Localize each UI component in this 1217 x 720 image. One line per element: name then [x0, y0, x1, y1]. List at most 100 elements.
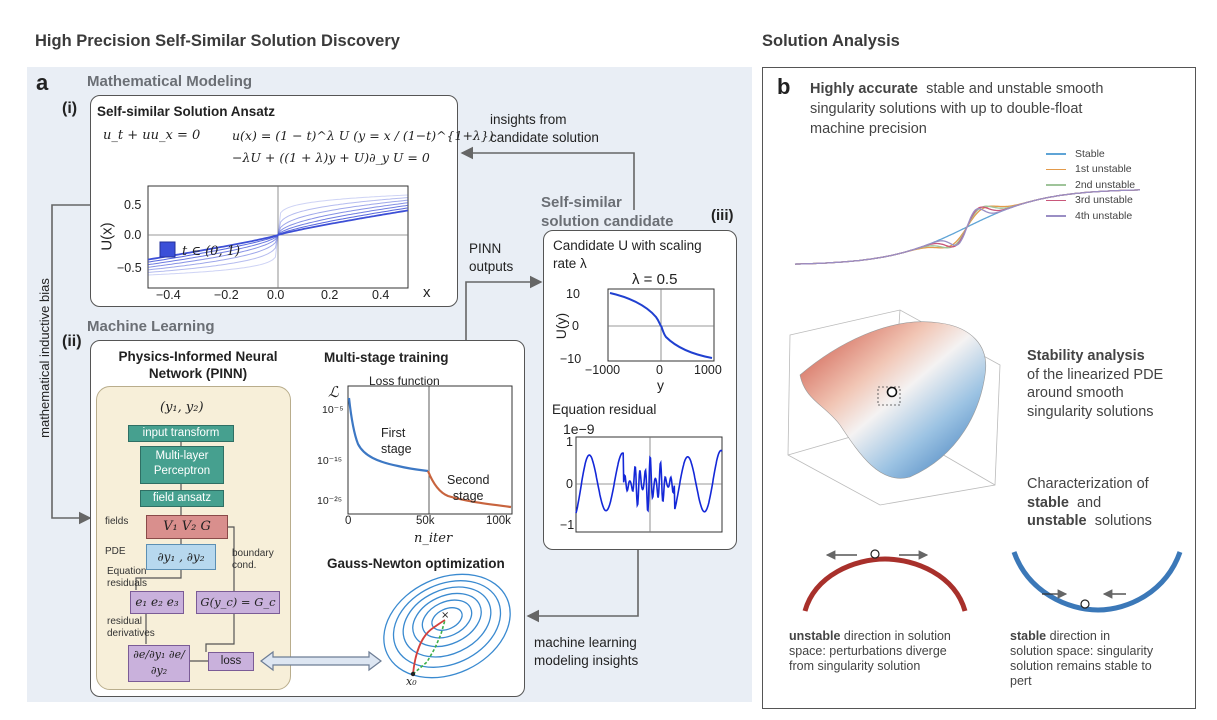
mlp-line1: Multi-layer — [155, 450, 209, 462]
loss-xtick-0: 0 — [345, 515, 352, 527]
stability-surface — [787, 309, 1001, 506]
residual-title: Equation residual — [552, 402, 657, 417]
legend-swatch — [1046, 215, 1066, 217]
stability-text: Stability analysis of the linearized PDE… — [1027, 347, 1163, 421]
fields-block: V₁ V₂ G — [146, 515, 228, 539]
loss-ytick-0: 10⁻⁵ — [322, 404, 344, 416]
first-stage-label: First stage — [381, 425, 412, 457]
candidate-plot — [607, 288, 715, 362]
solution-legend: Stable 1st unstable 2nd unstable 3rd unstab… — [1046, 146, 1135, 224]
unstable-diagram — [802, 549, 968, 612]
box-i-label: (i) — [62, 100, 78, 117]
legend-swatch — [1046, 184, 1066, 186]
ansatz-xtick-3: 0.2 — [321, 288, 339, 302]
loss-function-label: Loss function — [369, 374, 440, 388]
first-stage-line1: First — [381, 426, 406, 440]
insights-from-line2: candidate solution — [490, 130, 599, 145]
char-and: and — [1076, 494, 1102, 511]
candidate-section-line1: Self-similar — [541, 194, 622, 211]
candidate-ylabel: U(y) — [553, 312, 570, 340]
ansatz-ylabel: U(x) — [98, 222, 116, 251]
eq-residuals-label: Equation residuals — [107, 566, 147, 590]
boundary-line2: cond. — [232, 560, 257, 571]
legend-label: 2nd unstable — [1075, 178, 1136, 191]
candidate-ytick-1: 0 — [572, 319, 579, 333]
unstable-caption-line1: unstable direction in solution — [789, 629, 951, 644]
char-line1: Characterization of — [1027, 476, 1149, 492]
legend-entry: 3rd unstable — [1046, 193, 1135, 209]
loss-block: loss — [208, 652, 254, 671]
loss-xtick-2: 100k — [486, 515, 511, 527]
residual-ytick-0: 1 — [566, 435, 573, 449]
derivs-block: ∂e/∂y₁ ∂e/∂y₂ — [128, 645, 190, 682]
stable-caption-line1: stable direction in — [1010, 629, 1153, 644]
residual-plot — [575, 436, 723, 533]
legend-label: 4th unstable — [1075, 209, 1133, 222]
residual-derivs-line2: derivatives — [107, 628, 155, 639]
pde-block: ∂y₁ , ∂y₂ — [146, 544, 216, 570]
boundary-line1: boundary — [232, 548, 274, 559]
ansatz-title: Self-similar Solution Ansatz — [97, 104, 276, 119]
solution-curves-plot — [794, 189, 1140, 265]
stability-line2: around smooth — [1027, 385, 1124, 401]
legend-swatch — [1046, 168, 1066, 170]
char-solutions: solutions — [1094, 513, 1152, 529]
ansatz-xtick-1: −0.2 — [214, 288, 239, 302]
candidate-section-title: Self-similar solution candidate — [541, 193, 674, 231]
solution-curve — [794, 189, 1140, 265]
stable-caption-line3: solution remains stable to — [1010, 659, 1152, 673]
char-stable: stable — [1027, 494, 1069, 511]
header-right: Solution Analysis — [762, 32, 900, 50]
stable-diagram — [1011, 551, 1183, 613]
gn-title: Gauss-Newton optimization — [327, 556, 505, 571]
mlp-block: Multi-layer Perceptron — [140, 446, 224, 484]
legend-entry: 4th unstable — [1046, 208, 1135, 224]
loss-ytick-2: 10⁻²⁵ — [317, 495, 343, 507]
unstable-caption-line2: space: perturbations diverge — [789, 644, 947, 658]
stable-caption: stable direction in solution space: sing… — [1010, 629, 1153, 689]
insights-from-label: insights from candidate solution — [490, 111, 599, 147]
ansatz-curve — [147, 209, 409, 261]
modeling-section-title: Mathematical Modeling — [87, 73, 253, 90]
pinn-outputs-line1: PINN — [469, 241, 502, 256]
legend-label: 1st unstable — [1075, 163, 1132, 176]
pinn-outputs-line2: outputs — [469, 259, 514, 274]
ansatz-ytick-0: 0.5 — [124, 198, 142, 212]
candidate-ytick-2: −10 — [560, 352, 582, 366]
legend-entry: Stable — [1046, 146, 1135, 162]
stable-rest-0: direction in — [1046, 629, 1111, 643]
char-line2: stable and — [1027, 494, 1152, 513]
first-stage-line2: stage — [381, 442, 412, 456]
char-line3: unstable solutions — [1027, 512, 1152, 531]
burgers-equation: u_t + uu_x = 0 — [103, 128, 201, 143]
ml-section-title: Machine Learning — [87, 318, 215, 335]
bc-block: G(y_c) = G_c — [196, 591, 280, 614]
legend-swatch — [1046, 153, 1066, 155]
legend-entry: 2nd unstable — [1046, 177, 1135, 193]
residuals-block: e₁ e₂ e₃ — [130, 591, 184, 614]
ansatz-xtick-4: 0.4 — [372, 288, 390, 302]
pinn-connectors — [135, 440, 235, 662]
ansatz-xtick-2: 0.0 — [267, 288, 285, 302]
candidate-title-line1: Candidate U with scaling — [553, 238, 702, 253]
candidate-xtick-2: 1000 — [694, 363, 722, 377]
loss-ytick-1: 10⁻¹⁵ — [317, 455, 343, 467]
stability-bold: Stability analysis — [1027, 348, 1145, 364]
ansatz-legend: t ∈ (0, 1) — [182, 244, 241, 259]
ml-insights-line1: machine learning — [534, 635, 637, 650]
intro-bold: Highly accurate — [810, 81, 918, 97]
stability-line3: singularity solutions — [1027, 403, 1154, 420]
gn-x0: x₀ — [406, 675, 417, 688]
legend-swatch — [1046, 199, 1066, 201]
ansatz-ytick-2: −0.5 — [117, 261, 142, 275]
boundary-label: boundary cond. — [232, 548, 274, 572]
stable-caption-line2: solution space: singularity — [1010, 644, 1154, 658]
ansatz-xlabel: x — [423, 284, 431, 301]
ansatz-plot — [147, 185, 409, 289]
char-unstable: unstable — [1027, 513, 1087, 529]
intro-line3: machine precision — [810, 121, 927, 137]
intro-rest-0: stable and unstable smooth — [926, 81, 1104, 97]
pinn-title-line2: Network (PINN) — [148, 366, 248, 381]
field-ansatz-block: field ansatz — [140, 490, 224, 507]
residual-ytick-1: 0 — [566, 477, 573, 491]
